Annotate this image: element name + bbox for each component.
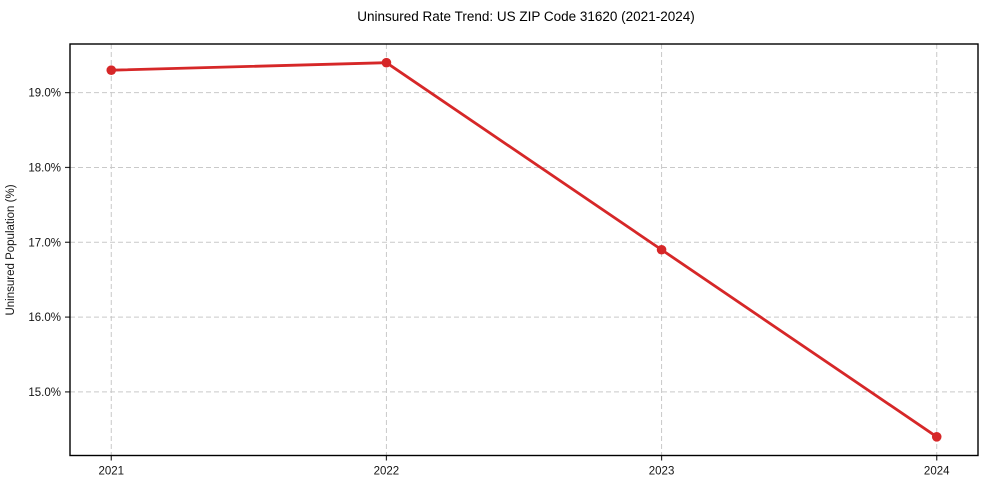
data-point-2022 xyxy=(381,57,392,68)
x-tick-label: 2021 xyxy=(98,466,124,478)
plot-area: 15.0% 16.0% 17.0% 18.0% 19.0% 2021 2022 2023 202… xyxy=(28,43,979,478)
y-tick-label: 18.0% xyxy=(28,162,61,174)
plot-frame xyxy=(69,43,979,457)
y-tick-label: 17.0% xyxy=(28,237,61,249)
chart-title: Uninsured Rate Trend: US ZIP Code 31620 … xyxy=(357,9,694,24)
x-tick-label: 2022 xyxy=(374,466,400,478)
trend-line xyxy=(109,61,939,439)
y-tick-label: 15.0% xyxy=(28,387,61,399)
data-point-2024 xyxy=(931,431,942,442)
x-tick-label: 2024 xyxy=(924,466,950,478)
data-point-2021 xyxy=(106,65,117,75)
data-point-2023 xyxy=(656,244,667,255)
y-tick-label: 19.0% xyxy=(28,88,61,100)
y-tick-label: 16.0% xyxy=(28,312,61,324)
x-tick-label: 2023 xyxy=(649,466,675,478)
y-axis-label: Uninsured Population (%) xyxy=(5,184,17,315)
